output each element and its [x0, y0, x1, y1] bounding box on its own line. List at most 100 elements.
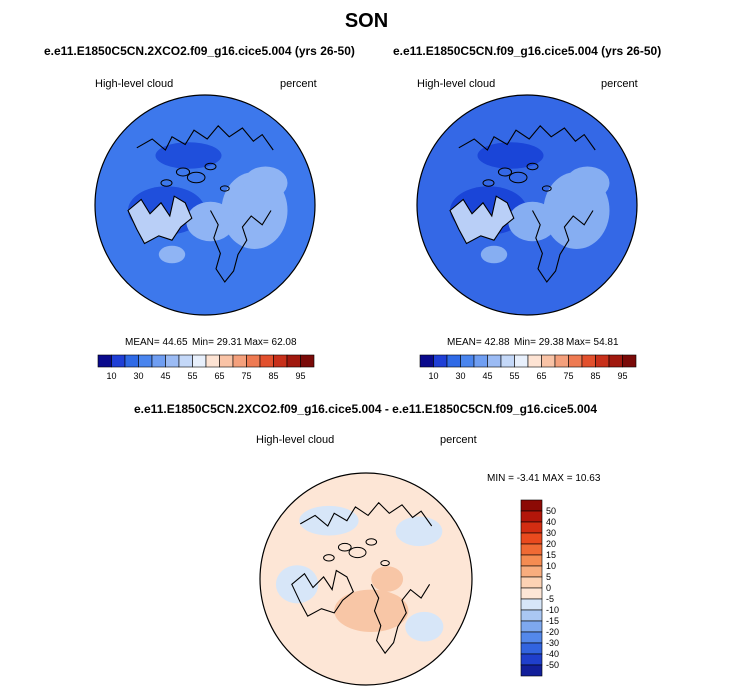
island-outline — [160, 179, 173, 187]
panel1-mean: MEAN= 44.65 — [125, 337, 188, 348]
colorbar-box — [124, 354, 139, 368]
colorbar-tick-label: 15 — [546, 550, 556, 560]
panel2-units-label: percent — [601, 78, 638, 90]
island-outline — [219, 185, 230, 192]
colorbar-tick-label: 55 — [187, 371, 197, 381]
colorbar-tick-label: 10 — [428, 371, 438, 381]
panel2-case-title: e.e11.E1850C5CN.f09_g16.cice5.004 (yrs 2… — [393, 44, 662, 58]
panel3-case-title: e.e11.E1850C5CN.2XCO2.f09_g16.cice5.004 … — [134, 402, 597, 416]
colorbar-tick-label: -30 — [546, 638, 559, 648]
colorbar-box — [500, 354, 515, 368]
map-3 — [260, 473, 472, 685]
coastline — [210, 210, 272, 283]
field-negative-patch — [299, 505, 359, 536]
coastline — [370, 584, 431, 655]
colorbar-box — [520, 631, 543, 644]
colorbar-box — [205, 354, 220, 368]
island-outline — [204, 162, 217, 171]
colorbar-box — [259, 354, 274, 368]
colorbar-tick-label: 75 — [563, 371, 573, 381]
map-1 — [95, 95, 315, 315]
field-high-patch — [158, 245, 186, 264]
island-outline — [541, 185, 552, 192]
field-high-patch — [243, 166, 288, 200]
map-border — [94, 94, 316, 316]
colorbar-box — [111, 354, 126, 368]
colorbar-box — [568, 354, 583, 368]
panel1-case-title: e.e11.E1850C5CN.2XCO2.f09_g16.cice5.004 … — [44, 44, 355, 58]
colorbar-box — [520, 664, 543, 677]
coastline — [136, 124, 274, 151]
field-high-patch — [565, 166, 610, 200]
colorbar-box — [520, 543, 543, 556]
map-border — [416, 94, 638, 316]
panel1-max: Max= 62.08 — [244, 337, 297, 348]
island-outline — [186, 171, 206, 184]
field-low-patch — [155, 142, 222, 169]
colorbar-box — [246, 354, 261, 368]
island-outline — [348, 546, 367, 559]
colorbar-box — [473, 354, 488, 368]
field-positive-patch — [371, 566, 404, 592]
colorbar-tick-label: 45 — [160, 371, 170, 381]
colorbar-box — [419, 354, 434, 368]
colorbar-box — [520, 587, 543, 600]
colorbar-tick-label: 65 — [536, 371, 546, 381]
island-outline — [175, 167, 191, 177]
colorbar-box — [520, 565, 543, 578]
colorbar-box — [520, 576, 543, 589]
island-outline — [323, 554, 335, 562]
colorbar-tick-label: 65 — [214, 371, 224, 381]
colorbar-box — [219, 354, 234, 368]
colorbar-tick-label: 10 — [546, 561, 556, 571]
colorbar-box — [433, 354, 448, 368]
colorbar-box — [520, 653, 543, 666]
figure-title: SON — [344, 10, 389, 32]
field-negative-patch — [395, 516, 443, 547]
colorbar-tick-label: -15 — [546, 616, 559, 626]
colorbar-box — [520, 532, 543, 545]
colorbar-box — [487, 354, 502, 368]
map-2 — [417, 95, 637, 315]
colorbar-box — [520, 521, 543, 534]
panel3-units-label: percent — [440, 434, 477, 446]
colorbar-tick-label: 95 — [617, 371, 627, 381]
colorbar-box — [595, 354, 610, 368]
panel2-variable-label: High-level cloud — [417, 78, 496, 90]
panel1-units-label: percent — [280, 78, 317, 90]
colorbar-box — [520, 609, 543, 622]
field-positive-patch — [334, 589, 409, 632]
field-high-patch — [186, 201, 235, 242]
coastline — [449, 195, 515, 245]
panel2-max: Max= 54.81 — [566, 337, 619, 348]
colorbar-box — [520, 642, 543, 655]
colorbar-box — [178, 354, 193, 368]
island-outline — [482, 179, 495, 187]
colorbar-tick-label: -5 — [546, 594, 554, 604]
colorbar-tick-label: 30 — [455, 371, 465, 381]
colorbar-box — [554, 354, 569, 368]
colorbar-box — [527, 354, 542, 368]
colorbar-tick-label: 75 — [241, 371, 251, 381]
panel1-variable-label: High-level cloud — [95, 78, 174, 90]
colorbar-box — [541, 354, 556, 368]
island-outline — [497, 167, 513, 177]
island-outline — [365, 538, 378, 546]
colorbar-box — [273, 354, 288, 368]
island-outline — [526, 162, 539, 171]
colorbar-box — [97, 354, 112, 368]
coastline — [532, 210, 594, 283]
colorbar-tick-label: -40 — [546, 649, 559, 659]
colorbar-box — [514, 354, 529, 368]
colorbar-tick-label: 55 — [509, 371, 519, 381]
colorbar-tick-label: -10 — [546, 605, 559, 615]
colorbar-box — [286, 354, 301, 368]
colorbar-box — [520, 620, 543, 633]
colorbar-tick-label: 10 — [106, 371, 116, 381]
colorbar-box — [520, 499, 543, 512]
colorbar-box — [581, 354, 596, 368]
colorbar-tick-label: 95 — [295, 371, 305, 381]
coastline — [300, 501, 433, 527]
colorbar-box — [165, 354, 180, 368]
